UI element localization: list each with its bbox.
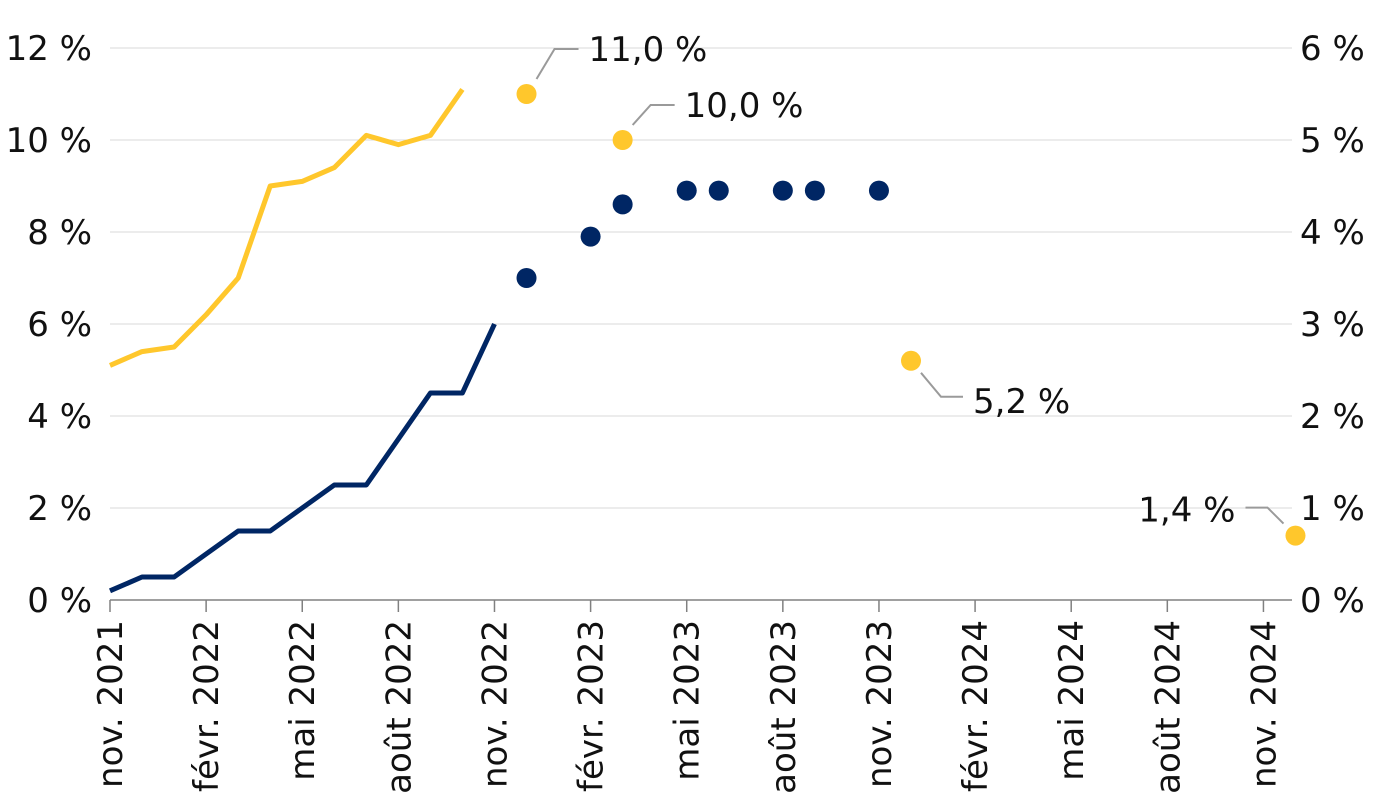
series-dot bbox=[901, 350, 921, 371]
x-tick-label: août 2024 bbox=[1148, 620, 1188, 794]
labels: 0 % 0 % 2 % 1 % 4 % 2 % 6 % 3 % 8 % 4 % 10 % 5 % 12 … bbox=[6, 29, 1365, 794]
callout-line bbox=[1245, 506, 1285, 525]
series-dot bbox=[1285, 525, 1306, 546]
x-tick-label: nov. 2021 bbox=[91, 620, 131, 788]
data-label: 1,4 % bbox=[1138, 491, 1235, 531]
y-left-tick-label: 8 % bbox=[27, 213, 92, 253]
data-label: 5,2 % bbox=[973, 382, 1070, 422]
data-label: 11,0 % bbox=[589, 30, 708, 70]
callout-line bbox=[920, 372, 963, 398]
x-tick-label: févr. 2023 bbox=[572, 620, 612, 792]
x-tick-label: nov. 2024 bbox=[1244, 620, 1284, 788]
x-tick-label: févr. 2024 bbox=[956, 620, 996, 792]
series-dot bbox=[612, 130, 633, 150]
x-tick-label: août 2023 bbox=[764, 620, 804, 794]
y-left-tick-label: 6 % bbox=[27, 305, 92, 345]
axes bbox=[109, 599, 1292, 612]
y-right-tick-label: 2 % bbox=[1300, 397, 1365, 437]
y-left-tick-label: 12 % bbox=[6, 29, 92, 69]
y-right-tick-label: 6 % bbox=[1300, 29, 1365, 69]
y-right-tick-label: 3 % bbox=[1300, 305, 1365, 345]
callout-line bbox=[535, 48, 579, 80]
y-right-tick-label: 5 % bbox=[1300, 121, 1365, 161]
y-left-tick-label: 0 % bbox=[27, 581, 92, 621]
data-label: 10,0 % bbox=[685, 86, 804, 126]
series-dot bbox=[580, 226, 601, 247]
gridlines bbox=[110, 47, 1292, 509]
x-tick-label: févr. 2022 bbox=[187, 620, 227, 792]
series-dot bbox=[516, 268, 537, 288]
series-dot bbox=[708, 180, 729, 201]
series bbox=[109, 84, 1306, 594]
y-left-tick-label: 2 % bbox=[27, 489, 92, 529]
x-tick-label: mai 2022 bbox=[283, 620, 323, 781]
x-tick-label: août 2022 bbox=[379, 620, 419, 794]
series-dot bbox=[676, 180, 697, 201]
series-dot bbox=[516, 84, 537, 104]
callout-line bbox=[631, 104, 675, 126]
x-tick-label: nov. 2022 bbox=[475, 620, 515, 788]
series-dot bbox=[612, 194, 633, 215]
x-tick-label: nov. 2023 bbox=[860, 620, 900, 788]
x-tick-label: mai 2023 bbox=[668, 620, 708, 781]
series-dot bbox=[804, 180, 825, 201]
y-left-tick-label: 4 % bbox=[27, 397, 92, 437]
series-line bbox=[109, 322, 497, 594]
series-dot bbox=[868, 180, 889, 201]
x-tick-label: mai 2024 bbox=[1052, 620, 1092, 781]
y-right-tick-label: 4 % bbox=[1300, 213, 1365, 253]
series-dot bbox=[772, 180, 793, 201]
y-left-tick-label: 10 % bbox=[6, 121, 92, 161]
series-line bbox=[109, 87, 465, 368]
y-right-tick-label: 1 % bbox=[1300, 489, 1365, 529]
y-right-tick-label: 0 % bbox=[1300, 581, 1365, 621]
